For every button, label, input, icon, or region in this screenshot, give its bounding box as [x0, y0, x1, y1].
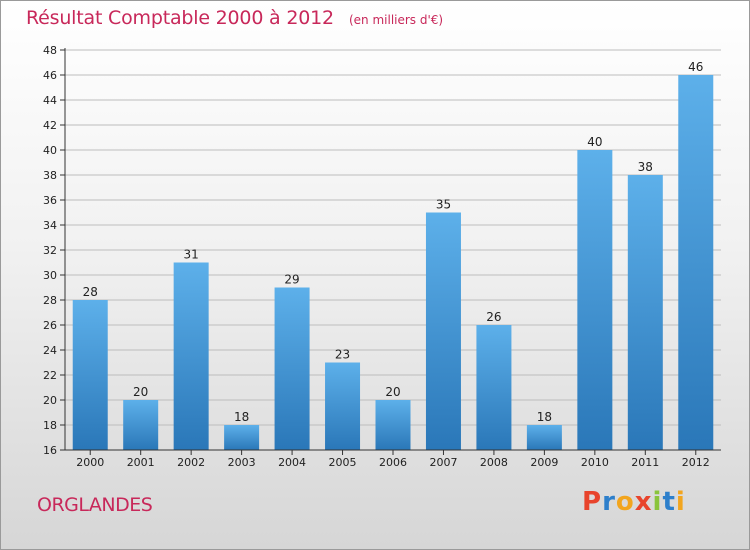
data-label-2001: 20 [133, 385, 148, 399]
y-tick-label: 38 [43, 169, 57, 182]
data-label-2003: 18 [234, 410, 249, 424]
y-tick-label: 46 [43, 69, 57, 82]
logo-letter: i [675, 487, 686, 517]
chart-header: Résultat Comptable 2000 à 2012 (en milli… [26, 7, 443, 29]
x-tick-label-2011: 2011 [631, 456, 659, 469]
bar-2004 [274, 287, 310, 450]
logo-letter: P [582, 487, 603, 517]
axes [60, 48, 721, 455]
x-tick-label-2004: 2004 [278, 456, 306, 469]
x-tick-label-2012: 2012 [682, 456, 710, 469]
data-label-2005: 23 [335, 348, 350, 362]
labels: 16 18 20 22 24 26 28 30 32 34 36 38 40 42 44 46 48 28 2000… [43, 44, 710, 469]
y-tick-label: 48 [43, 44, 57, 57]
y-tick-label: 34 [43, 219, 57, 232]
y-tick-label: 20 [43, 394, 57, 407]
data-label-2000: 28 [83, 285, 98, 299]
x-tick-label-2010: 2010 [581, 456, 609, 469]
y-tick-label: 36 [43, 194, 57, 207]
bar-2011 [627, 175, 663, 450]
proxiti-logo: Proxiti [582, 487, 686, 517]
x-tick-label-2000: 2000 [76, 456, 104, 469]
logo-letter: r [602, 487, 616, 517]
data-label-2009: 18 [537, 410, 552, 424]
x-tick-label-2001: 2001 [127, 456, 155, 469]
y-tick-label: 26 [43, 319, 57, 332]
bar-2012 [678, 75, 714, 450]
x-tick-label-2006: 2006 [379, 456, 407, 469]
x-tick-label-2008: 2008 [480, 456, 508, 469]
bar-2005 [325, 362, 361, 450]
y-tick-label: 30 [43, 269, 57, 282]
bar-2009 [526, 425, 562, 450]
logo-letter: o [615, 487, 635, 517]
y-tick-label: 18 [43, 419, 57, 432]
x-tick-label-2007: 2007 [429, 456, 457, 469]
bar-2003 [224, 425, 260, 450]
y-tick-label: 44 [43, 94, 57, 107]
y-tick-label: 40 [43, 144, 57, 157]
x-tick-label-2009: 2009 [530, 456, 558, 469]
y-tick-label: 28 [43, 294, 57, 307]
bar-2000 [72, 300, 108, 450]
chart-title: Résultat Comptable 2000 à 2012 [26, 7, 334, 29]
logo-letter: x [634, 487, 653, 517]
data-label-2006: 20 [385, 385, 400, 399]
bars [72, 75, 714, 450]
data-label-2004: 29 [284, 273, 299, 287]
data-label-2002: 31 [184, 248, 199, 262]
data-label-2007: 35 [436, 198, 451, 212]
y-tick-label: 22 [43, 369, 57, 382]
bar-2007 [425, 212, 461, 450]
bar-2006 [375, 400, 411, 450]
data-label-2012: 46 [688, 60, 703, 74]
commune-name: ORGLANDES [37, 494, 153, 516]
x-tick-label-2003: 2003 [228, 456, 256, 469]
y-tick-label: 42 [43, 119, 57, 132]
data-label-2010: 40 [587, 135, 602, 149]
x-tick-label-2002: 2002 [177, 456, 205, 469]
data-label-2011: 38 [638, 160, 653, 174]
data-label-2008: 26 [486, 310, 501, 324]
logo-letter: t [662, 487, 676, 517]
bar-2008 [476, 325, 512, 450]
y-tick-label: 32 [43, 244, 57, 257]
bar-2002 [173, 262, 209, 450]
y-tick-label: 16 [43, 444, 57, 457]
chart-unit: (en milliers d'€) [348, 13, 444, 27]
x-tick-label-2005: 2005 [329, 456, 357, 469]
y-tick-label: 24 [43, 344, 57, 357]
bar-2010 [577, 150, 613, 450]
bar-2001 [123, 400, 159, 450]
logo-letter: i [652, 487, 663, 517]
